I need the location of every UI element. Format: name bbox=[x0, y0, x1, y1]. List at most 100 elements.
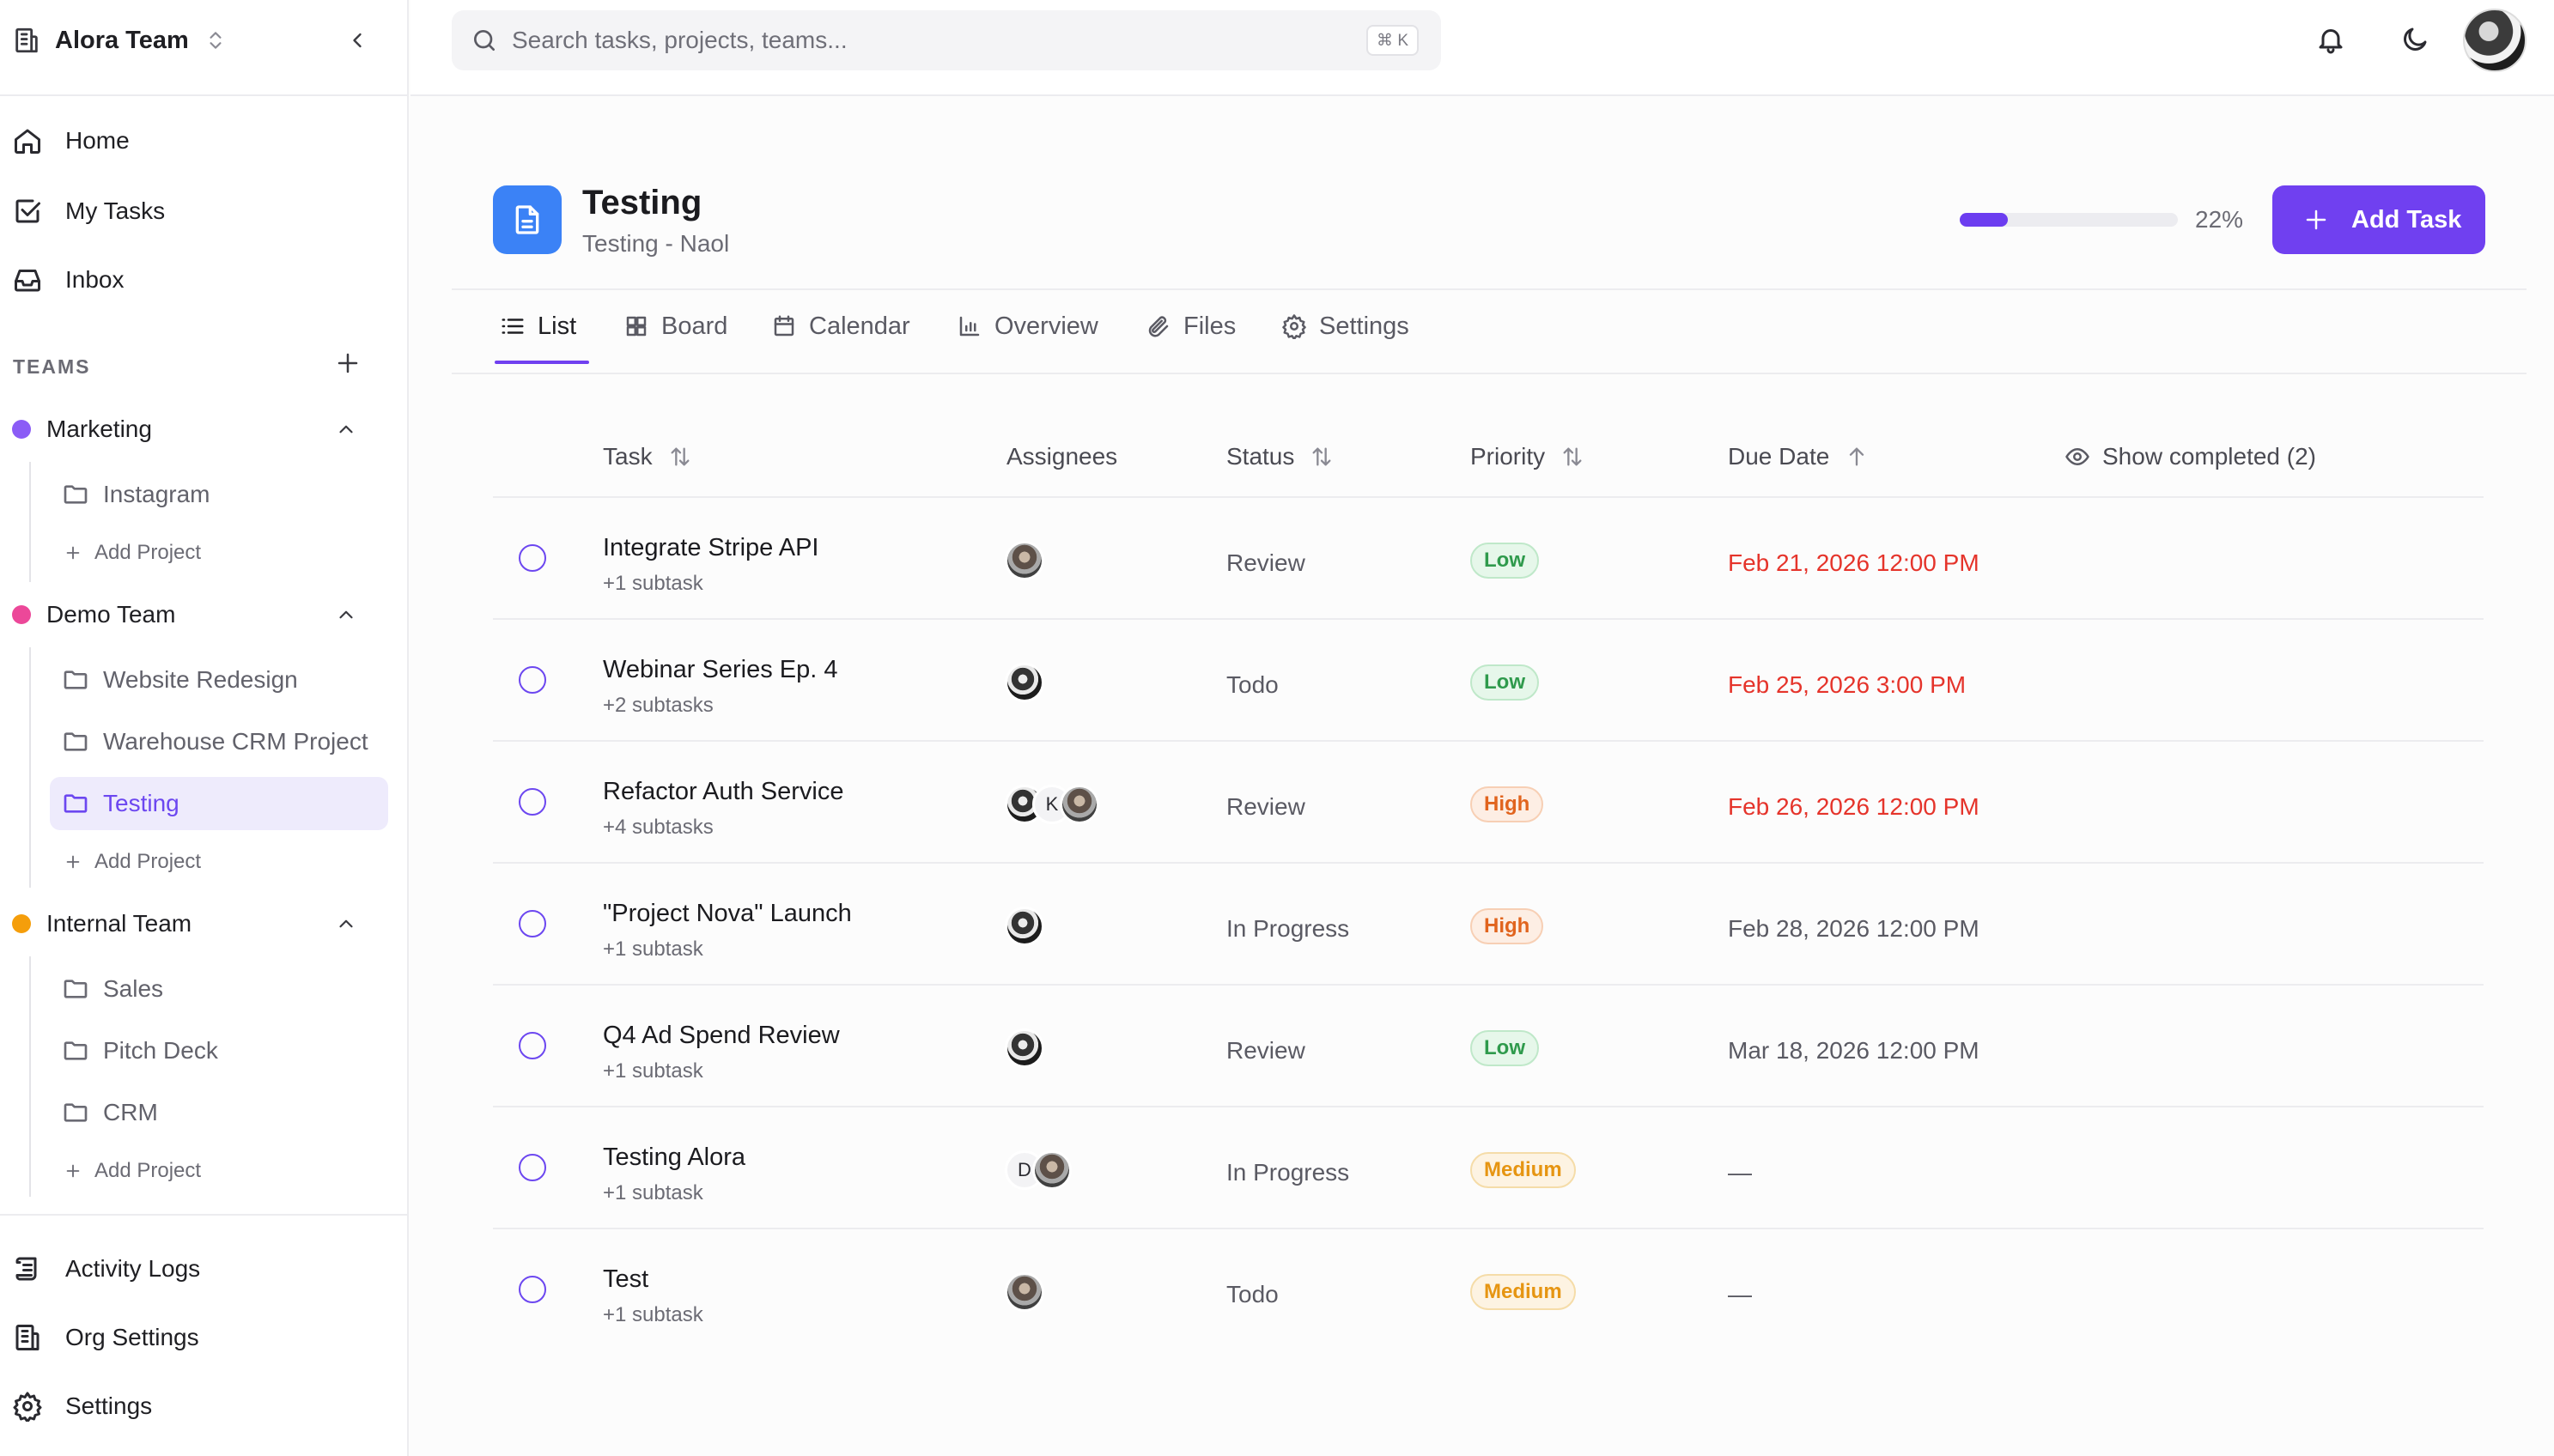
nav-inbox[interactable]: Inbox bbox=[12, 256, 390, 304]
assignee-avatars[interactable] bbox=[1005, 663, 1044, 702]
column-header-priority[interactable]: Priority bbox=[1470, 441, 1584, 472]
status-text[interactable]: In Progress bbox=[1226, 915, 1350, 942]
project-website-redesign[interactable]: Website Redesign bbox=[50, 653, 388, 707]
nav-home[interactable]: Home bbox=[12, 117, 390, 165]
nav-activity-logs[interactable]: Activity Logs bbox=[12, 1245, 390, 1293]
project-crm[interactable]: CRM bbox=[50, 1086, 388, 1139]
show-completed-toggle[interactable]: Show completed (2) bbox=[2064, 441, 2316, 472]
due-date[interactable]: — bbox=[1728, 1159, 1752, 1186]
arrow-up-icon[interactable] bbox=[1845, 445, 1869, 469]
scroll-icon bbox=[12, 1253, 43, 1284]
team-marketing[interactable]: Marketing bbox=[12, 408, 390, 451]
project-label: Testing bbox=[103, 790, 179, 816]
nav-org-settings[interactable]: Org Settings bbox=[12, 1313, 390, 1362]
chevron-up-icon[interactable] bbox=[335, 604, 357, 626]
nav-settings[interactable]: Settings bbox=[12, 1382, 390, 1430]
project-testing[interactable]: Testing bbox=[50, 777, 388, 830]
team-switcher[interactable]: Alora Team bbox=[12, 19, 390, 62]
due-date[interactable]: Feb 28, 2026 12:00 PM bbox=[1728, 915, 1979, 942]
project-sales[interactable]: Sales bbox=[50, 962, 388, 1016]
team-internal[interactable]: Internal Team bbox=[12, 902, 390, 945]
assignee-avatars[interactable]: D bbox=[1005, 1150, 1072, 1190]
project-instagram[interactable]: Instagram bbox=[50, 468, 388, 521]
due-date[interactable]: Feb 25, 2026 3:00 PM bbox=[1728, 671, 1967, 698]
column-header-task[interactable]: Task bbox=[603, 441, 692, 472]
table-row[interactable]: Q4 Ad Spend Review +1 subtask Review Low… bbox=[493, 986, 2484, 1107]
assignee-avatars[interactable] bbox=[1005, 1028, 1044, 1068]
task-title[interactable]: Integrate Stripe API bbox=[603, 534, 819, 561]
task-title[interactable]: Webinar Series Ep. 4 bbox=[603, 656, 838, 683]
due-date[interactable]: Mar 18, 2026 12:00 PM bbox=[1728, 1037, 1979, 1064]
task-title[interactable]: Test bbox=[603, 1265, 649, 1293]
tab-calendar[interactable]: Calendar bbox=[771, 306, 910, 347]
task-complete-checkbox[interactable] bbox=[519, 544, 546, 572]
search-bar[interactable]: Search tasks, projects, teams... ⌘ K bbox=[452, 10, 1441, 70]
priority-badge[interactable]: Low bbox=[1470, 543, 1539, 579]
priority-badge[interactable]: High bbox=[1470, 786, 1544, 822]
task-title[interactable]: "Project Nova" Launch bbox=[603, 900, 852, 927]
status-text[interactable]: Todo bbox=[1226, 1281, 1279, 1307]
due-date[interactable]: — bbox=[1728, 1281, 1752, 1307]
add-project-button[interactable]: Add Project bbox=[64, 1154, 201, 1188]
status-text[interactable]: In Progress bbox=[1226, 1159, 1350, 1186]
assignee-avatars[interactable]: K bbox=[1005, 785, 1099, 824]
sort-icon[interactable] bbox=[668, 445, 692, 469]
tab-files[interactable]: Files bbox=[1146, 306, 1236, 347]
bell-icon[interactable] bbox=[2315, 24, 2346, 55]
task-complete-checkbox[interactable] bbox=[519, 1276, 546, 1303]
sort-icon[interactable] bbox=[1560, 445, 1584, 469]
status-text[interactable]: Review bbox=[1226, 793, 1305, 820]
priority-badge[interactable]: Medium bbox=[1470, 1152, 1576, 1188]
status-text[interactable]: Todo bbox=[1226, 671, 1279, 698]
sort-icon[interactable] bbox=[1310, 445, 1334, 469]
nav-label: Activity Logs bbox=[65, 1255, 201, 1282]
due-date[interactable]: Feb 21, 2026 12:00 PM bbox=[1728, 549, 1979, 576]
table-row[interactable]: Test +1 subtask Todo Medium — bbox=[493, 1229, 2484, 1351]
progress-fill bbox=[1960, 213, 2008, 227]
add-project-label: Add Project bbox=[94, 1159, 202, 1182]
user-avatar[interactable] bbox=[2463, 9, 2527, 72]
priority-badge[interactable]: Low bbox=[1470, 664, 1539, 701]
assignee-avatars[interactable] bbox=[1005, 1272, 1044, 1312]
chevron-up-icon[interactable] bbox=[335, 418, 357, 440]
task-complete-checkbox[interactable] bbox=[519, 788, 546, 816]
tab-overview[interactable]: Overview bbox=[957, 306, 1098, 347]
priority-badge[interactable]: High bbox=[1470, 908, 1544, 944]
tab-settings[interactable]: Settings bbox=[1281, 306, 1409, 347]
collapse-sidebar-icon[interactable] bbox=[345, 28, 369, 52]
add-project-button[interactable]: Add Project bbox=[64, 845, 201, 879]
tab-list[interactable]: List bbox=[500, 306, 576, 347]
task-title[interactable]: Q4 Ad Spend Review bbox=[603, 1022, 840, 1049]
status-text[interactable]: Review bbox=[1226, 549, 1305, 576]
task-complete-checkbox[interactable] bbox=[519, 1032, 546, 1059]
assignee-avatars[interactable] bbox=[1005, 541, 1044, 580]
add-team-icon[interactable] bbox=[335, 350, 361, 376]
assignee-avatars[interactable] bbox=[1005, 907, 1044, 946]
due-date[interactable]: Feb 26, 2026 12:00 PM bbox=[1728, 793, 1979, 820]
nav-my-tasks[interactable]: My Tasks bbox=[12, 187, 390, 235]
table-row[interactable]: Webinar Series Ep. 4 +2 subtasks Todo Lo… bbox=[493, 620, 2484, 742]
project-pitch-deck[interactable]: Pitch Deck bbox=[50, 1024, 388, 1077]
task-title[interactable]: Refactor Auth Service bbox=[603, 778, 844, 805]
moon-icon[interactable] bbox=[2399, 24, 2430, 55]
add-task-button[interactable]: Add Task bbox=[2272, 185, 2485, 254]
task-complete-checkbox[interactable] bbox=[519, 666, 546, 694]
table-row[interactable]: Testing Alora +1 subtask D In Progress M… bbox=[493, 1107, 2484, 1229]
column-header-status[interactable]: Status bbox=[1226, 441, 1334, 472]
add-project-button[interactable]: Add Project bbox=[64, 536, 201, 570]
project-warehouse-crm[interactable]: Warehouse CRM Project bbox=[50, 715, 388, 768]
folder-icon bbox=[62, 975, 89, 1003]
table-row[interactable]: Integrate Stripe API +1 subtask Review L… bbox=[493, 498, 2484, 620]
task-complete-checkbox[interactable] bbox=[519, 910, 546, 937]
column-header-due-date[interactable]: Due Date bbox=[1728, 441, 1869, 472]
chevron-up-icon[interactable] bbox=[335, 913, 357, 935]
priority-badge[interactable]: Low bbox=[1470, 1030, 1539, 1066]
status-text[interactable]: Review bbox=[1226, 1037, 1305, 1064]
team-demo[interactable]: Demo Team bbox=[12, 593, 390, 636]
tab-board[interactable]: Board bbox=[623, 306, 727, 347]
table-row[interactable]: Refactor Auth Service +4 subtasks K Revi… bbox=[493, 742, 2484, 864]
priority-badge[interactable]: Medium bbox=[1470, 1274, 1576, 1310]
task-complete-checkbox[interactable] bbox=[519, 1154, 546, 1181]
table-row[interactable]: "Project Nova" Launch +1 subtask In Prog… bbox=[493, 864, 2484, 986]
task-title[interactable]: Testing Alora bbox=[603, 1144, 746, 1171]
